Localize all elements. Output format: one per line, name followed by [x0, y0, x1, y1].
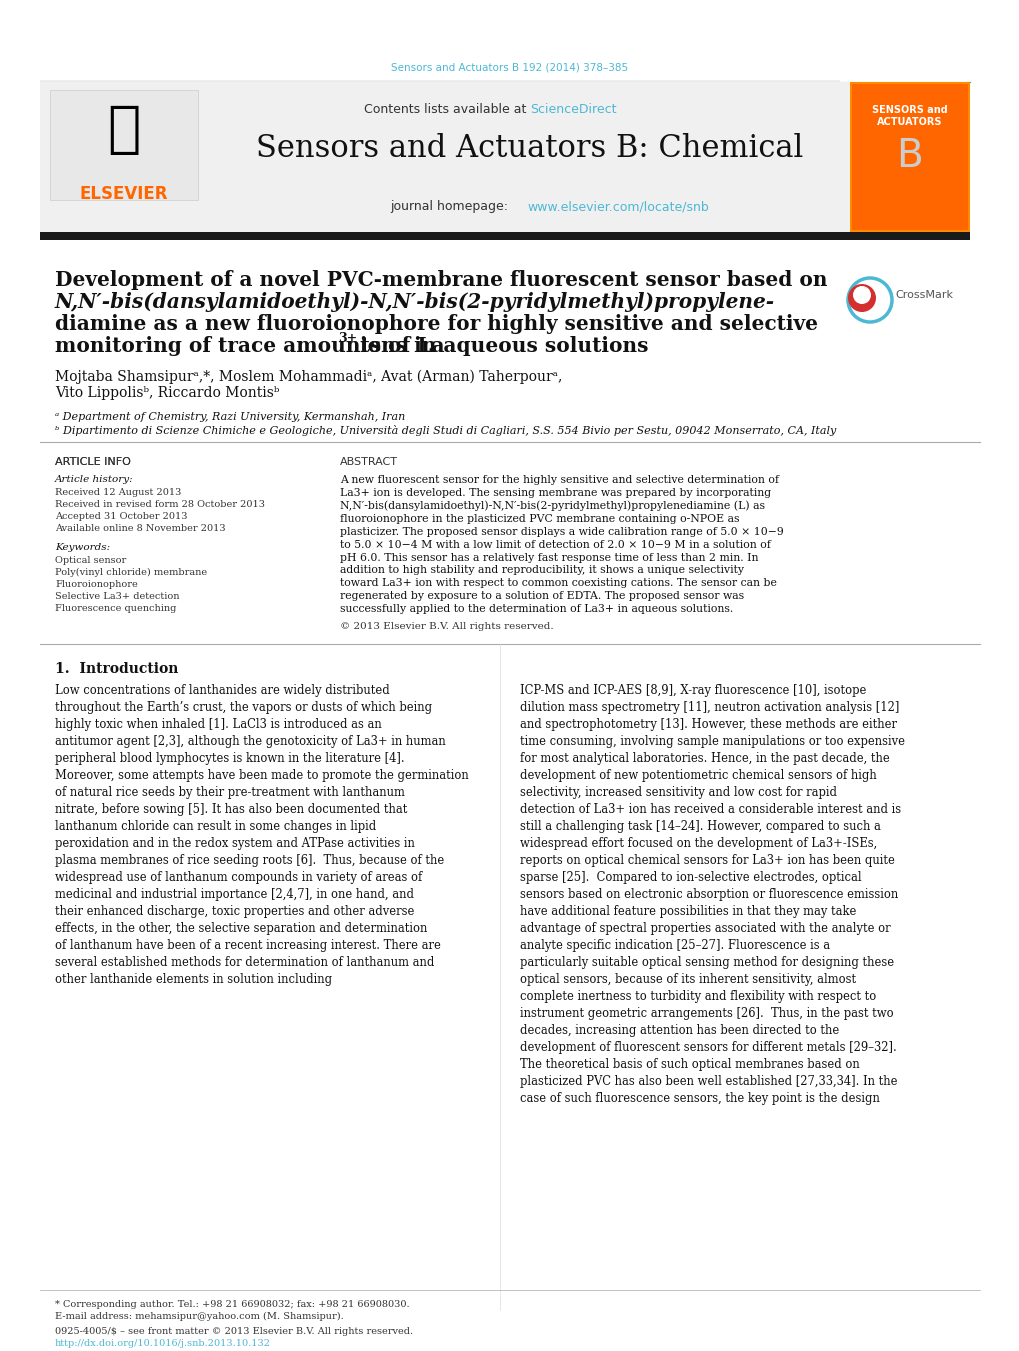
- Text: CrossMark: CrossMark: [894, 290, 952, 300]
- Bar: [40, 82, 210, 232]
- Circle shape: [847, 278, 892, 322]
- Text: www.elsevier.com/locate/snb: www.elsevier.com/locate/snb: [527, 200, 708, 213]
- Bar: [851, 84, 967, 230]
- Text: Keywords:: Keywords:: [55, 543, 110, 553]
- Text: diamine as a new fluoroionophore for highly sensitive and selective: diamine as a new fluoroionophore for hig…: [55, 313, 817, 334]
- Text: SENSORS and
ACTUATORS: SENSORS and ACTUATORS: [871, 105, 947, 127]
- Text: Sensors and Actuators B: Chemical: Sensors and Actuators B: Chemical: [256, 132, 803, 163]
- Text: ᵃ Department of Chemistry, Razi University, Kermanshah, Iran: ᵃ Department of Chemistry, Razi Universi…: [55, 412, 405, 422]
- Text: 🌳: 🌳: [107, 103, 141, 157]
- Text: ABSTRACT: ABSTRACT: [339, 457, 397, 467]
- Text: monitoring of trace amounts of La: monitoring of trace amounts of La: [55, 336, 444, 357]
- Text: Sensors and Actuators B 192 (2014) 378–385: Sensors and Actuators B 192 (2014) 378–3…: [391, 62, 628, 72]
- Text: A new fluorescent sensor for the highly sensitive and selective determination of: A new fluorescent sensor for the highly …: [339, 476, 783, 613]
- Text: http://dx.doi.org/10.1016/j.snb.2013.10.132: http://dx.doi.org/10.1016/j.snb.2013.10.…: [55, 1339, 271, 1348]
- Text: Low concentrations of lanthanides are widely distributed
throughout the Earth’s : Low concentrations of lanthanides are wi…: [55, 684, 469, 986]
- Text: 1.  Introduction: 1. Introduction: [55, 662, 178, 676]
- Text: Article history:: Article history:: [55, 476, 133, 484]
- Text: * Corresponding author. Tel.: +98 21 66908032; fax: +98 21 66908030.: * Corresponding author. Tel.: +98 21 669…: [55, 1300, 410, 1309]
- Text: Development of a novel PVC-membrane fluorescent sensor based on: Development of a novel PVC-membrane fluo…: [55, 270, 826, 290]
- Text: ᵇ Dipartimento di Scienze Chimiche e Geologiche, Università degli Studi di Cagli: ᵇ Dipartimento di Scienze Chimiche e Geo…: [55, 426, 836, 436]
- Bar: [849, 82, 969, 232]
- Text: Optical sensor: Optical sensor: [55, 557, 126, 565]
- Text: 3+: 3+: [337, 332, 357, 345]
- Text: N,N′-bis(dansylamidoethyl)-N,N′-bis(2-pyridylmethyl)propylene-: N,N′-bis(dansylamidoethyl)-N,N′-bis(2-py…: [55, 292, 774, 312]
- Bar: [210, 82, 849, 232]
- Bar: [40, 80, 840, 235]
- Text: 0925-4005/$ – see front matter © 2013 Elsevier B.V. All rights reserved.: 0925-4005/$ – see front matter © 2013 El…: [55, 1327, 413, 1336]
- Text: © 2013 Elsevier B.V. All rights reserved.: © 2013 Elsevier B.V. All rights reserved…: [339, 621, 553, 631]
- Text: B: B: [896, 136, 922, 176]
- Text: Received 12 August 2013: Received 12 August 2013: [55, 488, 181, 497]
- Text: Received in revised form 28 October 2013: Received in revised form 28 October 2013: [55, 500, 265, 509]
- Text: journal homepage:: journal homepage:: [389, 200, 512, 213]
- Text: ARTICLE INFO: ARTICLE INFO: [55, 457, 130, 467]
- Text: Fluorescence quenching: Fluorescence quenching: [55, 604, 176, 613]
- Text: ICP-MS and ICP-AES [8,9], X-ray fluorescence [10], isotope
dilution mass spectro: ICP-MS and ICP-AES [8,9], X-ray fluoresc…: [520, 684, 904, 1105]
- Text: Selective La3+ detection: Selective La3+ detection: [55, 592, 179, 601]
- Text: Poly(vinyl chloride) membrane: Poly(vinyl chloride) membrane: [55, 567, 207, 577]
- Circle shape: [847, 284, 875, 312]
- Text: ions in aqueous solutions: ions in aqueous solutions: [353, 336, 648, 357]
- Text: ELSEVIER: ELSEVIER: [79, 185, 168, 203]
- Bar: [40, 232, 969, 240]
- Text: Mojtaba Shamsipurᵃ,*, Moslem Mohammadiᵃ, Avat (Arman) Taherpourᵃ,: Mojtaba Shamsipurᵃ,*, Moslem Mohammadiᵃ,…: [55, 370, 561, 385]
- Bar: [50, 91, 198, 200]
- Text: Available online 8 November 2013: Available online 8 November 2013: [55, 524, 225, 534]
- Text: ScienceDirect: ScienceDirect: [530, 103, 615, 116]
- Text: Contents lists available at: Contents lists available at: [363, 103, 530, 116]
- Text: Accepted 31 October 2013: Accepted 31 October 2013: [55, 512, 187, 521]
- Text: E-mail address: mehamsipur@yahoo.com (M. Shamsipur).: E-mail address: mehamsipur@yahoo.com (M.…: [55, 1312, 343, 1321]
- Text: Fluoroionophore: Fluoroionophore: [55, 580, 138, 589]
- Circle shape: [852, 286, 870, 304]
- Text: ARTICLE INFO: ARTICLE INFO: [55, 457, 130, 467]
- Text: Vito Lippolisᵇ, Riccardo Montisᵇ: Vito Lippolisᵇ, Riccardo Montisᵇ: [55, 386, 279, 400]
